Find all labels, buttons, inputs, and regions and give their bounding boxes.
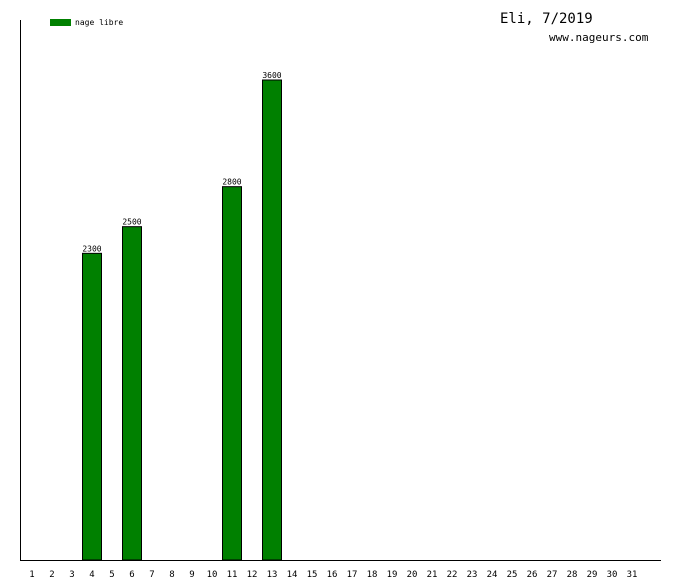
bar bbox=[82, 252, 102, 561]
x-tick-label: 13 bbox=[267, 570, 278, 580]
bar-value-label: 2800 bbox=[222, 178, 241, 187]
x-tick-label: 12 bbox=[247, 570, 258, 580]
x-tick-label: 25 bbox=[507, 570, 518, 580]
x-tick-label: 24 bbox=[487, 570, 498, 580]
data-labels-group: 2300 2500 2800 3600 bbox=[82, 71, 281, 253]
x-tick-label: 29 bbox=[587, 570, 598, 580]
x-tick-label: 26 bbox=[527, 570, 538, 580]
x-tick-label: 23 bbox=[467, 570, 478, 580]
x-tick-label: 3 bbox=[69, 570, 74, 580]
bar-value-label: 2300 bbox=[82, 244, 101, 253]
bar bbox=[262, 79, 282, 561]
x-tick-label: 1 bbox=[29, 570, 34, 580]
bar-value-label: 2500 bbox=[122, 218, 141, 227]
bar bbox=[222, 186, 242, 561]
x-tick-label: 17 bbox=[347, 570, 358, 580]
x-tick-label: 22 bbox=[447, 570, 458, 580]
x-tick-label: 27 bbox=[547, 570, 558, 580]
chart-subtitle: www.nageurs.com bbox=[549, 31, 649, 44]
x-tick-label: 30 bbox=[607, 570, 618, 580]
x-tick-label: 7 bbox=[149, 570, 154, 580]
bars-group bbox=[82, 79, 282, 561]
x-tick-label: 19 bbox=[387, 570, 398, 580]
x-tick-label: 20 bbox=[407, 570, 418, 580]
x-tick-label: 18 bbox=[367, 570, 378, 580]
x-tick-label: 11 bbox=[227, 570, 238, 580]
x-tick-label: 15 bbox=[307, 570, 318, 580]
x-tick-label: 28 bbox=[567, 570, 578, 580]
bar-value-label: 3600 bbox=[262, 71, 281, 80]
x-tick-label: 14 bbox=[287, 570, 298, 580]
bar bbox=[122, 226, 142, 561]
x-tick-labels-group: 1 2 3 4 5 6 7 8 9 10 11 12 13 14 15 16 17 18 19 20 21 22 23 24 2… bbox=[29, 570, 637, 580]
x-tick-label: 31 bbox=[627, 570, 638, 580]
legend-swatch-nage-libre bbox=[50, 19, 71, 26]
x-tick-label: 16 bbox=[327, 570, 338, 580]
x-tick-label: 10 bbox=[207, 570, 218, 580]
legend-label-nage-libre: nage libre bbox=[75, 18, 123, 27]
x-tick-label: 6 bbox=[129, 570, 134, 580]
x-tick-label: 9 bbox=[189, 570, 194, 580]
x-tick-label: 4 bbox=[89, 570, 94, 580]
legend: nage libre bbox=[50, 18, 123, 27]
x-tick-label: 8 bbox=[169, 570, 174, 580]
chart-title: Eli, 7/2019 bbox=[500, 11, 593, 27]
x-tick-label: 21 bbox=[427, 570, 438, 580]
x-tick-label: 2 bbox=[49, 570, 54, 580]
x-tick-label: 5 bbox=[109, 570, 114, 580]
chart-axes bbox=[20, 20, 661, 561]
